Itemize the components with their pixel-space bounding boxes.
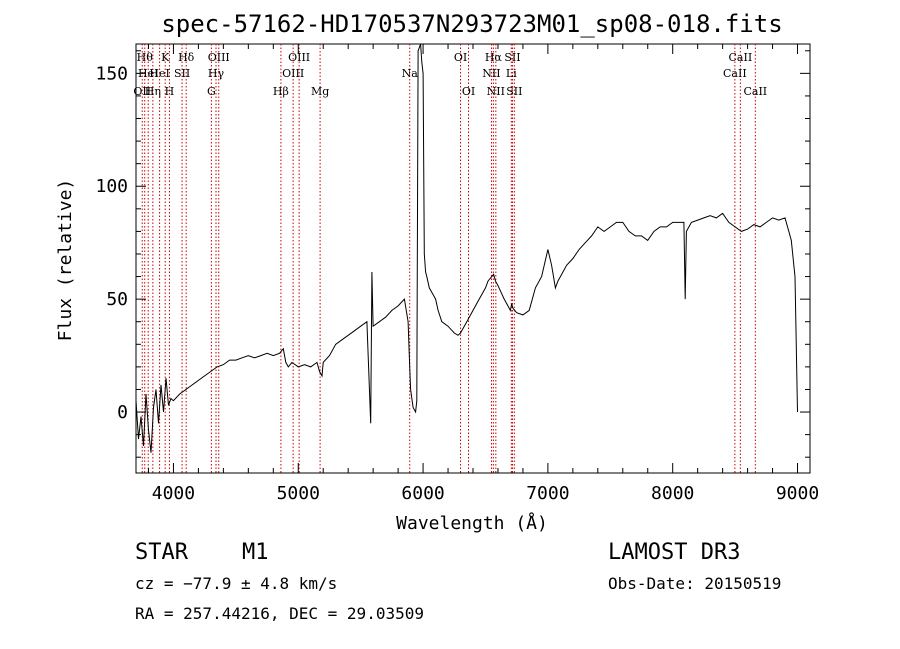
line-label-10: Hγ xyxy=(208,67,225,80)
redshift-value: cz = −77.9 ± 4.8 km/s xyxy=(135,574,338,593)
line-label-20: Hα xyxy=(485,51,503,64)
line-label-3: Hη xyxy=(145,85,161,98)
observation-date: Obs-Date: 20150519 xyxy=(608,574,782,593)
line-label-16: Na xyxy=(402,67,419,80)
y-tick-label-2: 100 xyxy=(95,176,128,197)
coordinates: RA = 257.44216, DEC = 29.03509 xyxy=(135,604,424,623)
x-axis: 4000 5000 6000 7000 8000 9000 xyxy=(147,44,819,504)
line-label-23: SII xyxy=(504,51,520,64)
line-label-1: Hθ xyxy=(137,51,154,64)
x-tick-label-3: 7000 xyxy=(526,483,569,504)
x-tick-label-5: 9000 xyxy=(776,483,819,504)
line-label-8: Hδ xyxy=(178,51,195,64)
line-label-27: CaII xyxy=(743,85,767,98)
x-tick-label-2: 6000 xyxy=(401,483,444,504)
line-label-11: OIII xyxy=(208,51,230,64)
spectral-line-markers xyxy=(141,44,756,473)
line-label-4: HeI xyxy=(149,67,169,80)
x-tick-label-4: 8000 xyxy=(651,483,694,504)
line-label-6: H xyxy=(165,85,175,98)
line-label-26: CaII xyxy=(729,51,753,64)
line-label-25: CaII xyxy=(723,67,747,80)
spectral-line-labels: OIIHθHeIHηHeIKHSIIHδGHγOIIIHβOIIIOIIIMgN… xyxy=(133,51,767,98)
plot-frame xyxy=(135,43,811,474)
y-tick-label-0: 0 xyxy=(117,402,128,423)
object-subclass: M1 xyxy=(242,540,269,565)
x-tick-label-0: 4000 xyxy=(152,483,195,504)
line-label-21: NII xyxy=(487,85,505,98)
spectrum-series-line xyxy=(135,43,798,453)
line-label-12: Hβ xyxy=(273,85,289,98)
y-axis: 0 50 100 150 xyxy=(95,50,810,458)
line-label-0: OII xyxy=(133,85,151,98)
line-label-14: OIII xyxy=(288,51,310,64)
line-label-22: Li xyxy=(506,67,517,80)
line-label-18: OI xyxy=(462,85,475,98)
survey-name: LAMOST DR3 xyxy=(608,540,741,565)
line-label-15: Mg xyxy=(311,85,329,98)
x-axis-label: Wavelength (Å) xyxy=(396,512,548,534)
y-axis-label: Flux (relative) xyxy=(55,179,76,342)
line-label-19: NII xyxy=(482,67,500,80)
chart-title: spec-57162-HD170537N293723M01_sp08-018.f… xyxy=(161,10,782,38)
y-tick-label-1: 50 xyxy=(106,289,128,310)
line-label-7: SII xyxy=(174,67,190,80)
line-label-9: G xyxy=(207,85,216,98)
line-label-13: OIII xyxy=(282,67,304,80)
line-label-5: K xyxy=(161,51,170,64)
x-tick-label-1: 5000 xyxy=(277,483,320,504)
line-label-2: HeI xyxy=(138,67,158,80)
line-label-24: SII xyxy=(506,85,522,98)
line-label-17: OI xyxy=(454,51,467,64)
y-tick-label-3: 150 xyxy=(95,63,128,84)
object-class: STAR xyxy=(135,540,188,565)
